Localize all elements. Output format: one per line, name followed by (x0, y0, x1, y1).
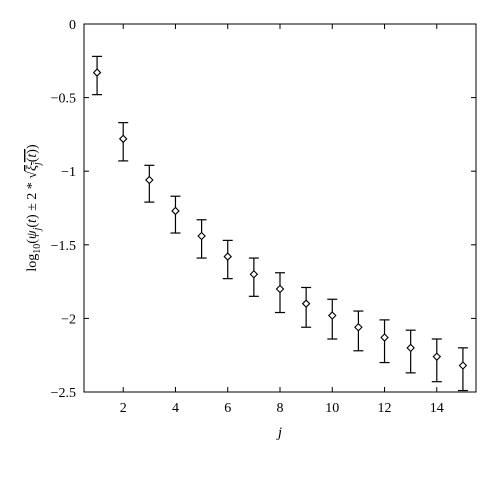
y-tick-label: −2.5 (51, 386, 76, 401)
marks-layer (92, 55, 468, 392)
data-point-marker (327, 311, 337, 320)
x-tick-label: 14 (430, 401, 444, 416)
data-point-marker (223, 252, 233, 261)
data-point-marker (118, 134, 128, 144)
data-point-marker (92, 68, 102, 77)
y-tick-label: 0 (69, 18, 76, 33)
x-tick-label: 8 (277, 401, 284, 416)
y-axis-label: log10(ψj(t) ± 2 * √ξj(t)) (25, 144, 43, 272)
data-point-marker (249, 269, 259, 279)
data-point-marker (275, 284, 285, 294)
data-point-marker (354, 322, 363, 332)
plot-area (83, 23, 477, 393)
y-tick-label: −1 (61, 165, 76, 180)
x-tick-label: 2 (120, 401, 127, 416)
x-tick-label: 10 (325, 401, 339, 416)
x-tick-label: 4 (172, 401, 179, 416)
y-tick-label: −2 (61, 312, 76, 327)
x-tick-label: 6 (224, 401, 231, 416)
data-point-marker (301, 299, 311, 308)
data-point-marker (432, 352, 442, 361)
data-point-marker (145, 175, 154, 185)
data-point-marker (406, 343, 415, 353)
data-point-marker (380, 333, 389, 342)
ticks-layer: 2 4 6 8 10 12 14 0 −0.5 −1 −1.5 −2 −2.5 (51, 18, 476, 416)
y-tick-label: −1.5 (51, 239, 76, 254)
y-tick-label: −0.5 (51, 92, 76, 107)
data-point-marker (171, 206, 180, 216)
svg-text:log10(ψj(t) ± 2 * √ξj(t)): log10(ψj(t) ± 2 * √ξj(t)) (25, 144, 43, 272)
data-point-marker (197, 231, 206, 241)
data-point-marker (458, 361, 468, 370)
x-axis-label: j (276, 425, 282, 441)
x-tick-label: 12 (378, 401, 392, 416)
